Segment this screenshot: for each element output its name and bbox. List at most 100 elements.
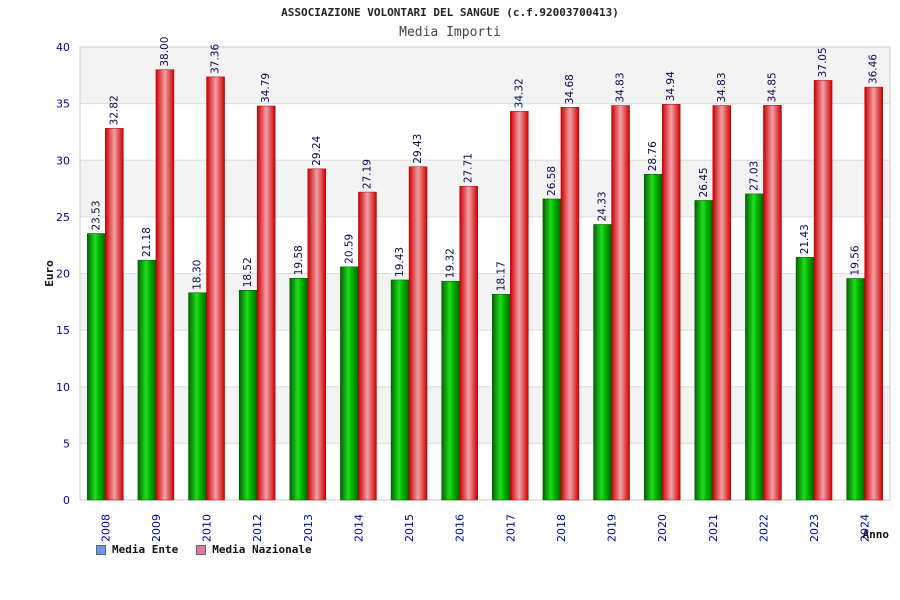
legend: Media Ente Media Nazionale	[96, 543, 312, 556]
bar-media-nazionale	[510, 111, 529, 501]
data-label: 38.00	[159, 37, 171, 67]
data-label: 34.85	[766, 72, 778, 102]
x-axis-title: Anno	[863, 528, 890, 541]
x-tick-label: 2017	[504, 514, 517, 542]
bar-media-ente	[694, 200, 714, 501]
data-label: 23.53	[90, 200, 102, 230]
bar-media-ente	[188, 292, 207, 501]
data-label: 37.36	[210, 44, 222, 74]
data-label: 21.43	[799, 224, 811, 254]
data-label: 27.71	[463, 153, 475, 183]
bar-media-ente	[390, 279, 410, 501]
plot-frame	[79, 46, 891, 501]
y-tick-label: 35	[56, 98, 70, 111]
bar-media-nazionale	[408, 166, 428, 501]
data-label: 29.24	[311, 135, 323, 165]
legend-label-media-ente: Media Ente	[112, 543, 179, 556]
chart-subtitle: Media Importi	[399, 25, 501, 40]
data-label: 19.32	[445, 248, 457, 278]
data-label: 34.94	[665, 71, 677, 101]
y-tick-label: 20	[56, 268, 70, 281]
bar-media-nazionale	[358, 191, 377, 501]
x-tick-label: 2008	[99, 514, 112, 542]
data-label: 29.43	[412, 134, 424, 164]
x-tick-label: 2021	[707, 514, 720, 542]
x-tick-label: 2010	[201, 514, 214, 542]
bar-media-ente	[846, 278, 865, 501]
bar-media-ente	[745, 193, 764, 501]
data-label: 28.76	[647, 141, 659, 171]
y-tick-label: 15	[56, 324, 70, 337]
data-label: 37.05	[817, 47, 829, 77]
data-label: 27.03	[748, 161, 760, 191]
x-tick-label: 2013	[302, 514, 315, 542]
bar-media-ente	[289, 278, 309, 501]
bar-media-ente	[87, 233, 106, 501]
x-tick-label: 2019	[606, 514, 619, 542]
bar-media-nazionale	[560, 106, 580, 501]
y-tick-label: 5	[63, 437, 70, 450]
bar-media-nazionale	[813, 80, 833, 501]
legend-swatch-media-nazionale	[196, 544, 207, 555]
data-label: 36.46	[868, 54, 880, 84]
data-label: 26.45	[698, 167, 710, 197]
bar-media-ente	[542, 198, 562, 501]
x-tick-label: 2023	[808, 514, 821, 542]
data-label: 27.19	[361, 159, 373, 189]
x-tick-label: 2009	[150, 514, 163, 542]
data-label: 21.18	[141, 227, 153, 257]
bar-media-ente	[593, 224, 612, 501]
data-label: 34.83	[615, 72, 627, 102]
x-tick-label: 2020	[656, 514, 669, 542]
data-label: 18.17	[495, 261, 507, 291]
data-label: 26.58	[546, 166, 558, 196]
bar-media-nazionale	[256, 105, 276, 501]
bar-media-ente	[795, 257, 815, 501]
bar-media-nazionale	[611, 105, 630, 501]
bar-media-ente	[340, 266, 359, 501]
bar-media-nazionale	[459, 185, 478, 501]
data-label: 19.43	[394, 247, 406, 277]
legend-label-media-nazionale: Media Nazionale	[212, 543, 312, 556]
x-tick-label: 2022	[757, 514, 770, 542]
bar-media-nazionale	[661, 104, 681, 501]
y-tick-label: 0	[63, 494, 70, 507]
data-label: 19.58	[293, 245, 305, 275]
chart-title: ASSOCIAZIONE VOLONTARI DEL SANGUE (c.f.9…	[281, 6, 619, 19]
data-label: 24.33	[597, 191, 609, 221]
y-tick-label: 30	[56, 154, 70, 167]
bar-media-ente	[441, 280, 460, 501]
data-label: 20.59	[343, 234, 355, 264]
data-label: 34.32	[513, 78, 525, 108]
legend-swatch-media-ente	[96, 544, 106, 555]
bar-media-ente	[492, 293, 511, 501]
data-label: 32.82	[108, 95, 120, 125]
data-label: 18.52	[242, 257, 254, 287]
x-tick-label: 2024	[859, 514, 872, 542]
data-label: 34.83	[716, 72, 728, 102]
x-tick-label: 2012	[251, 514, 264, 542]
x-tick-label: 2018	[555, 514, 568, 542]
data-label: 34.68	[564, 74, 576, 104]
y-tick-label: 10	[56, 381, 70, 394]
bar-media-nazionale	[307, 168, 327, 501]
y-axis-title: Euro	[43, 260, 56, 287]
bar-media-nazionale	[155, 69, 175, 501]
bar-media-nazionale	[712, 105, 732, 501]
x-tick-label: 2015	[403, 514, 416, 542]
bar-media-ente	[238, 290, 258, 501]
bar-media-nazionale	[763, 105, 782, 501]
y-tick-label: 25	[56, 211, 70, 224]
legend-item-media-ente: Media Ente	[96, 543, 178, 556]
data-label: 34.79	[260, 73, 272, 103]
bar-media-ente	[643, 174, 663, 501]
x-tick-label: 2016	[454, 514, 467, 542]
bar-media-nazionale	[864, 86, 883, 501]
y-tick-label: 40	[56, 41, 70, 54]
bar-media-ente	[137, 259, 157, 501]
data-label: 18.30	[192, 260, 204, 290]
bar-media-nazionale	[206, 76, 225, 501]
x-tick-label: 2014	[352, 514, 365, 542]
data-label: 19.56	[850, 245, 862, 275]
